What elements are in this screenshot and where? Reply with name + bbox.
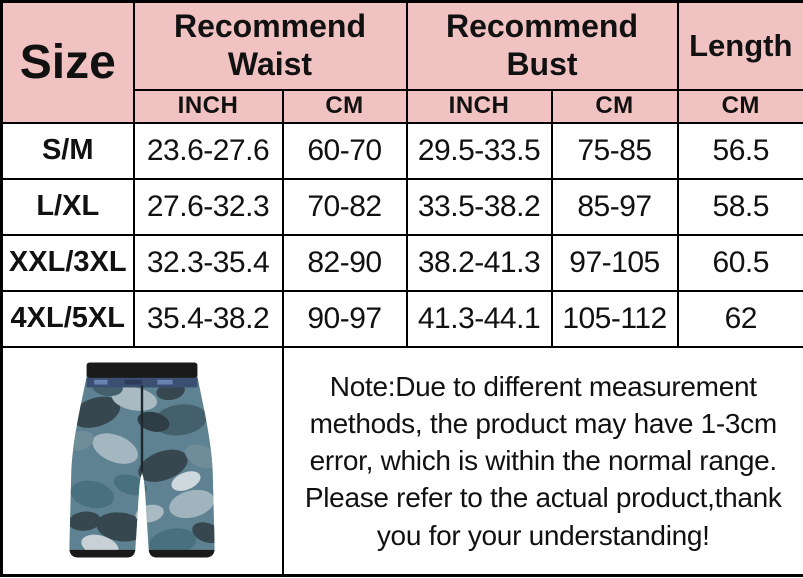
length-cm-cell: 56.5 (676, 121, 803, 180)
table-row: L/XL 27.6-32.3 70-82 33.5-38.2 85-97 58.… (0, 177, 803, 236)
waist-inch-cell: 27.6-32.3 (132, 177, 284, 236)
waist-cm-cell: 82-90 (281, 233, 408, 292)
header-row-units: INCH CM INCH CM CM (2, 88, 803, 124)
waist-cm-cell: 90-97 (281, 289, 408, 348)
bust-inch-cell: 38.2-41.3 (405, 233, 553, 292)
bust-inch-cell: 33.5-38.2 (405, 177, 553, 236)
unit-header-bust-inch: INCH (405, 88, 553, 124)
column-header-length: Length (676, 0, 803, 91)
size-cell: L/XL (0, 177, 135, 236)
waist-inch-cell: 35.4-38.2 (132, 289, 284, 348)
unit-header-waist-cm: CM (281, 88, 408, 124)
recommend-bust-label: Recommend Bust (445, 8, 639, 82)
shorts-waistband (86, 362, 198, 378)
size-cell: XXL/3XL (0, 233, 135, 292)
length-cm-cell: 60.5 (676, 233, 803, 292)
header-row-groups: Size Recommend Waist Recommend Bust Leng… (0, 0, 803, 124)
unit-header-bust-cm: CM (550, 88, 679, 124)
recommend-waist-label: Recommend Waist (173, 8, 367, 82)
footer-row: Note:Due to different measurement method… (0, 345, 803, 577)
unit-header-length-cm: CM (676, 88, 803, 124)
bust-cm-cell: 85-97 (550, 177, 679, 236)
column-header-recommend-waist: Recommend Waist (132, 0, 408, 91)
bust-cm-cell: 97-105 (550, 233, 679, 292)
product-image-cell (0, 345, 284, 577)
column-header-size: Size (0, 0, 135, 124)
note-text: Note:Due to different measurement method… (281, 345, 803, 577)
table-row: XXL/3XL 32.3-35.4 82-90 38.2-41.3 97-105… (0, 233, 803, 292)
product-image (4, 353, 281, 569)
unit-header-waist-inch: INCH (132, 88, 284, 124)
waist-cm-cell: 70-82 (281, 177, 408, 236)
size-cell: S/M (0, 121, 135, 180)
bust-cm-cell: 105-112 (550, 289, 679, 348)
waist-inch-cell: 32.3-35.4 (132, 233, 284, 292)
bust-inch-cell: 41.3-44.1 (405, 289, 553, 348)
table-row: S/M 23.6-27.6 60-70 29.5-33.5 75-85 56.5 (0, 121, 803, 180)
length-cm-cell: 58.5 (676, 177, 803, 236)
waist-cm-cell: 60-70 (281, 121, 408, 180)
length-cm-cell: 62 (676, 289, 803, 348)
table-row: 4XL/5XL 35.4-38.2 90-97 41.3-44.1 105-11… (0, 289, 803, 348)
column-header-recommend-bust: Recommend Bust (405, 0, 679, 91)
camo-shorts-illustration (69, 362, 215, 558)
bust-cm-cell: 75-85 (550, 121, 679, 180)
size-cell: 4XL/5XL (0, 289, 135, 348)
waist-inch-cell: 23.6-27.6 (132, 121, 284, 180)
bust-inch-cell: 29.5-33.5 (405, 121, 553, 180)
